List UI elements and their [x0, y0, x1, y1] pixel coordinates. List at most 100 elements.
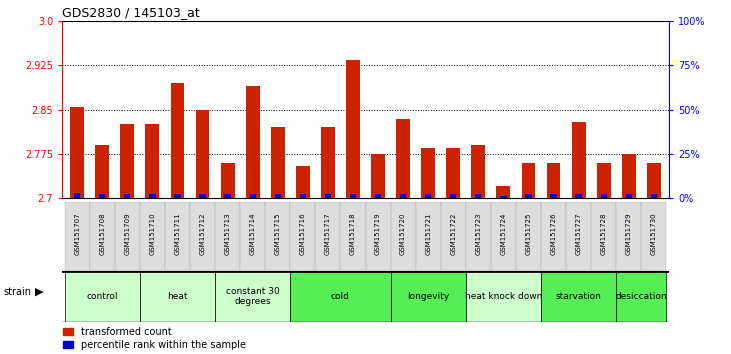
- FancyBboxPatch shape: [390, 271, 466, 322]
- Bar: [196, 110, 209, 198]
- Text: GDS2830 / 145103_at: GDS2830 / 145103_at: [62, 6, 200, 19]
- Bar: [500, 195, 507, 198]
- FancyBboxPatch shape: [516, 202, 541, 271]
- Bar: [496, 187, 510, 198]
- FancyBboxPatch shape: [290, 202, 315, 271]
- Bar: [95, 145, 109, 198]
- Bar: [550, 194, 557, 198]
- Text: GSM151718: GSM151718: [350, 212, 356, 255]
- Bar: [174, 194, 181, 198]
- Text: GSM151724: GSM151724: [501, 212, 507, 255]
- Bar: [346, 59, 360, 198]
- Text: GSM151714: GSM151714: [250, 212, 256, 255]
- Text: GSM151717: GSM151717: [325, 212, 331, 255]
- Bar: [526, 194, 531, 198]
- Bar: [145, 125, 159, 198]
- Bar: [296, 166, 310, 198]
- Text: longevity: longevity: [407, 292, 450, 301]
- Text: GSM151721: GSM151721: [425, 212, 431, 255]
- FancyBboxPatch shape: [215, 202, 240, 271]
- Legend: transformed count, percentile rank within the sample: transformed count, percentile rank withi…: [64, 327, 246, 350]
- Bar: [421, 148, 435, 198]
- FancyBboxPatch shape: [616, 271, 667, 322]
- FancyBboxPatch shape: [240, 202, 265, 271]
- Bar: [74, 193, 80, 198]
- Bar: [99, 194, 105, 198]
- Bar: [325, 194, 331, 198]
- Bar: [475, 194, 482, 198]
- FancyBboxPatch shape: [115, 202, 140, 271]
- Bar: [70, 107, 84, 198]
- Text: GSM151707: GSM151707: [74, 212, 80, 255]
- FancyBboxPatch shape: [165, 202, 190, 271]
- Text: GSM151715: GSM151715: [275, 212, 281, 255]
- Text: GSM151722: GSM151722: [450, 212, 456, 255]
- Bar: [249, 194, 256, 198]
- Text: GSM151729: GSM151729: [626, 212, 632, 255]
- Text: GSM151709: GSM151709: [124, 212, 130, 255]
- Bar: [471, 145, 485, 198]
- Text: cold: cold: [331, 292, 350, 301]
- Bar: [300, 194, 306, 198]
- Bar: [149, 194, 156, 198]
- Text: heat knock down: heat knock down: [465, 292, 542, 301]
- Bar: [596, 163, 610, 198]
- Text: ▶: ▶: [35, 287, 44, 297]
- Bar: [522, 163, 535, 198]
- Bar: [170, 83, 184, 198]
- Text: GSM151728: GSM151728: [601, 212, 607, 255]
- Text: control: control: [86, 292, 118, 301]
- Text: desiccation: desiccation: [616, 292, 667, 301]
- Text: GSM151716: GSM151716: [300, 212, 306, 255]
- Text: GSM151711: GSM151711: [175, 212, 181, 255]
- FancyBboxPatch shape: [215, 271, 290, 322]
- Bar: [375, 194, 381, 198]
- Bar: [224, 194, 231, 198]
- Bar: [396, 119, 410, 198]
- FancyBboxPatch shape: [64, 271, 140, 322]
- Bar: [200, 194, 205, 198]
- Text: heat: heat: [167, 292, 188, 301]
- FancyBboxPatch shape: [265, 202, 290, 271]
- Bar: [246, 86, 260, 198]
- Text: GSM151730: GSM151730: [651, 212, 657, 255]
- Text: strain: strain: [4, 287, 31, 297]
- Text: GSM151712: GSM151712: [200, 212, 205, 255]
- Bar: [575, 194, 582, 198]
- FancyBboxPatch shape: [641, 202, 667, 271]
- FancyBboxPatch shape: [90, 202, 115, 271]
- Bar: [622, 154, 636, 198]
- Text: GSM151727: GSM151727: [575, 212, 582, 255]
- FancyBboxPatch shape: [390, 202, 416, 271]
- Text: GSM151713: GSM151713: [224, 212, 230, 255]
- FancyBboxPatch shape: [441, 202, 466, 271]
- FancyBboxPatch shape: [190, 202, 215, 271]
- FancyBboxPatch shape: [416, 202, 441, 271]
- FancyBboxPatch shape: [366, 202, 390, 271]
- Bar: [601, 194, 607, 198]
- Bar: [447, 148, 460, 198]
- Bar: [400, 194, 406, 198]
- FancyBboxPatch shape: [466, 202, 491, 271]
- Text: GSM151723: GSM151723: [475, 212, 481, 255]
- FancyBboxPatch shape: [140, 271, 215, 322]
- FancyBboxPatch shape: [290, 271, 390, 322]
- Text: GSM151720: GSM151720: [400, 212, 406, 255]
- FancyBboxPatch shape: [491, 202, 516, 271]
- FancyBboxPatch shape: [64, 202, 90, 271]
- Bar: [547, 163, 561, 198]
- FancyBboxPatch shape: [541, 271, 616, 322]
- Bar: [651, 194, 657, 198]
- Bar: [221, 163, 235, 198]
- FancyBboxPatch shape: [566, 202, 591, 271]
- Bar: [450, 194, 456, 198]
- FancyBboxPatch shape: [541, 202, 566, 271]
- Text: GSM151725: GSM151725: [526, 212, 531, 255]
- Bar: [350, 194, 356, 198]
- Bar: [425, 194, 431, 198]
- Bar: [626, 194, 632, 198]
- Text: GSM151708: GSM151708: [99, 212, 105, 255]
- FancyBboxPatch shape: [315, 202, 341, 271]
- Text: starvation: starvation: [556, 292, 602, 301]
- Text: GSM151726: GSM151726: [550, 212, 556, 255]
